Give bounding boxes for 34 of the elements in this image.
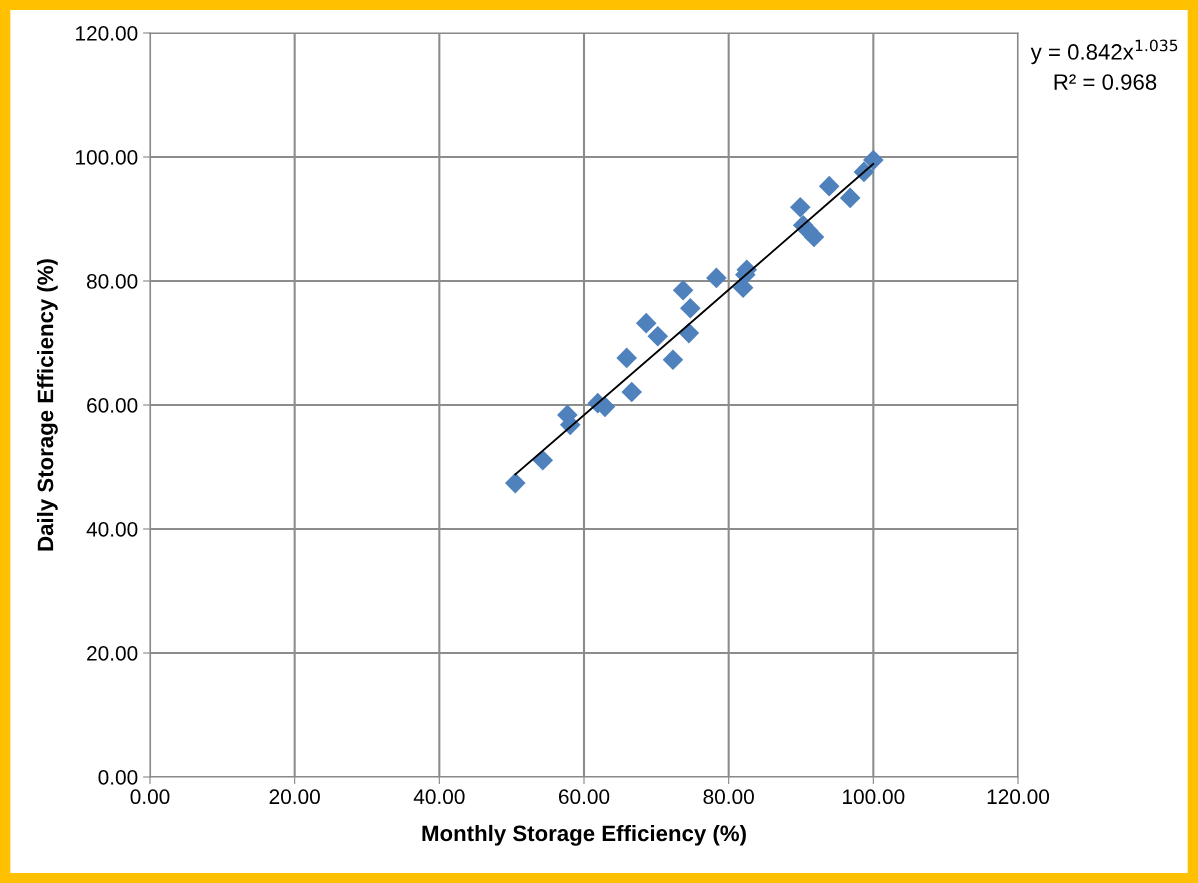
x-tick-label: 40.00 — [413, 789, 465, 805]
point — [789, 196, 811, 218]
point — [818, 175, 840, 197]
point — [635, 312, 657, 334]
x-tick-label: 120.00 — [987, 789, 1050, 805]
x-tick-label: 100.00 — [843, 789, 905, 805]
text: R² = 0.968 — [1054, 74, 1157, 90]
y-tick-label: 100.00 — [76, 150, 138, 165]
y-tick-label: 60.00 — [87, 398, 138, 413]
x-tick-label: 0.00 — [130, 789, 170, 805]
y-tick-label: 20.00 — [87, 646, 138, 661]
point — [662, 349, 684, 371]
point — [803, 226, 825, 248]
y-axis-title: Daily Storage Efficiency (%) — [37, 259, 58, 551]
point — [616, 347, 637, 369]
point — [839, 187, 861, 209]
point — [706, 267, 727, 289]
point — [532, 449, 554, 471]
point — [621, 381, 643, 403]
point — [678, 322, 700, 344]
y-tick-label: 40.00 — [86, 522, 138, 537]
point — [647, 325, 669, 347]
x-tick-label: 20.00 — [269, 789, 320, 805]
y-tick-label: 120.00 — [76, 26, 138, 41]
x-tick-label: 60.00 — [558, 789, 610, 805]
y-tick-label: 0.00 — [98, 770, 138, 785]
y-tick-label: 80.00 — [86, 274, 138, 289]
point — [680, 297, 701, 319]
point — [504, 472, 526, 494]
x-tick-label: 80.00 — [703, 789, 754, 805]
point — [863, 149, 884, 171]
text: y = 0.842x$^{1.035}$ — [1030, 39, 1178, 65]
x-axis-title: Monthly Storage Efficiency (%) — [422, 824, 746, 846]
point — [672, 280, 694, 301]
